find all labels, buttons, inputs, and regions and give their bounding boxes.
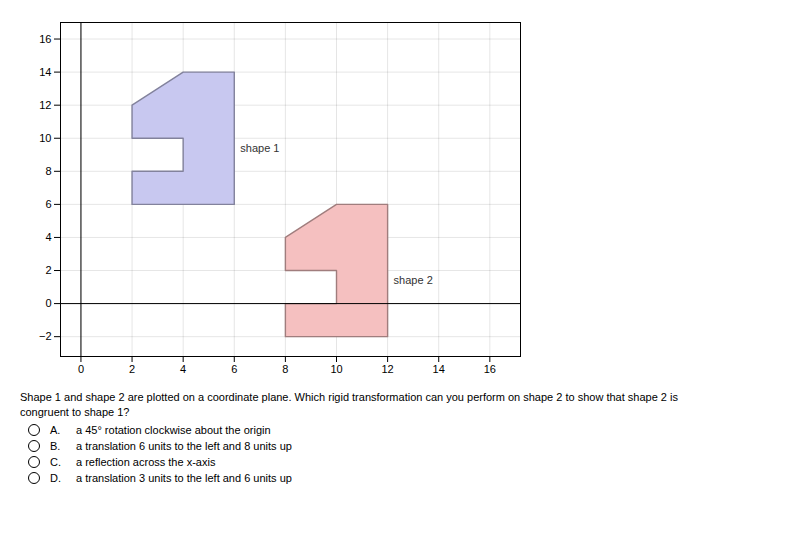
svg-text:16: 16 xyxy=(484,363,496,375)
svg-text:−2: −2 xyxy=(39,330,52,342)
svg-text:shape 2: shape 2 xyxy=(394,274,433,286)
html-text:D.: D. xyxy=(50,472,61,484)
svg-text:0: 0 xyxy=(45,297,51,309)
html-text:Shape 1 and shape 2 are plotte: Shape 1 and shape 2 are plotted on a coo… xyxy=(20,391,678,403)
svg-text:10: 10 xyxy=(39,132,51,144)
svg-text:12: 12 xyxy=(39,99,51,111)
html-text:C.: C. xyxy=(50,456,61,468)
svg-text:6: 6 xyxy=(231,363,237,375)
html-text:a translation 6 units to the l: a translation 6 units to the left and 8 … xyxy=(76,440,292,452)
svg-text:shape 1: shape 1 xyxy=(240,142,279,154)
svg-text:2: 2 xyxy=(45,264,51,276)
svg-text:4: 4 xyxy=(180,363,186,375)
svg-text:14: 14 xyxy=(39,66,51,78)
html-text:congruent to shape 1?: congruent to shape 1? xyxy=(20,406,130,418)
svg-text:2: 2 xyxy=(129,363,135,375)
svg-text:6: 6 xyxy=(45,198,51,210)
html-text:a 45° rotation clockwise about: a 45° rotation clockwise about the origi… xyxy=(76,424,271,436)
svg-text:8: 8 xyxy=(282,363,288,375)
svg-text:12: 12 xyxy=(381,363,393,375)
svg-text:10: 10 xyxy=(330,363,342,375)
html-text:A.: A. xyxy=(50,424,61,436)
svg-text:8: 8 xyxy=(45,165,51,177)
svg-text:4: 4 xyxy=(45,231,51,243)
svg-text:0: 0 xyxy=(78,363,84,375)
svg-text:14: 14 xyxy=(433,363,445,375)
html-text:a translation 3 units to the l: a translation 3 units to the left and 6 … xyxy=(76,472,292,484)
html-text:B.: B. xyxy=(50,440,61,452)
svg-text:16: 16 xyxy=(39,33,51,45)
html-text:a reflection across the x-axis: a reflection across the x-axis xyxy=(76,456,216,468)
